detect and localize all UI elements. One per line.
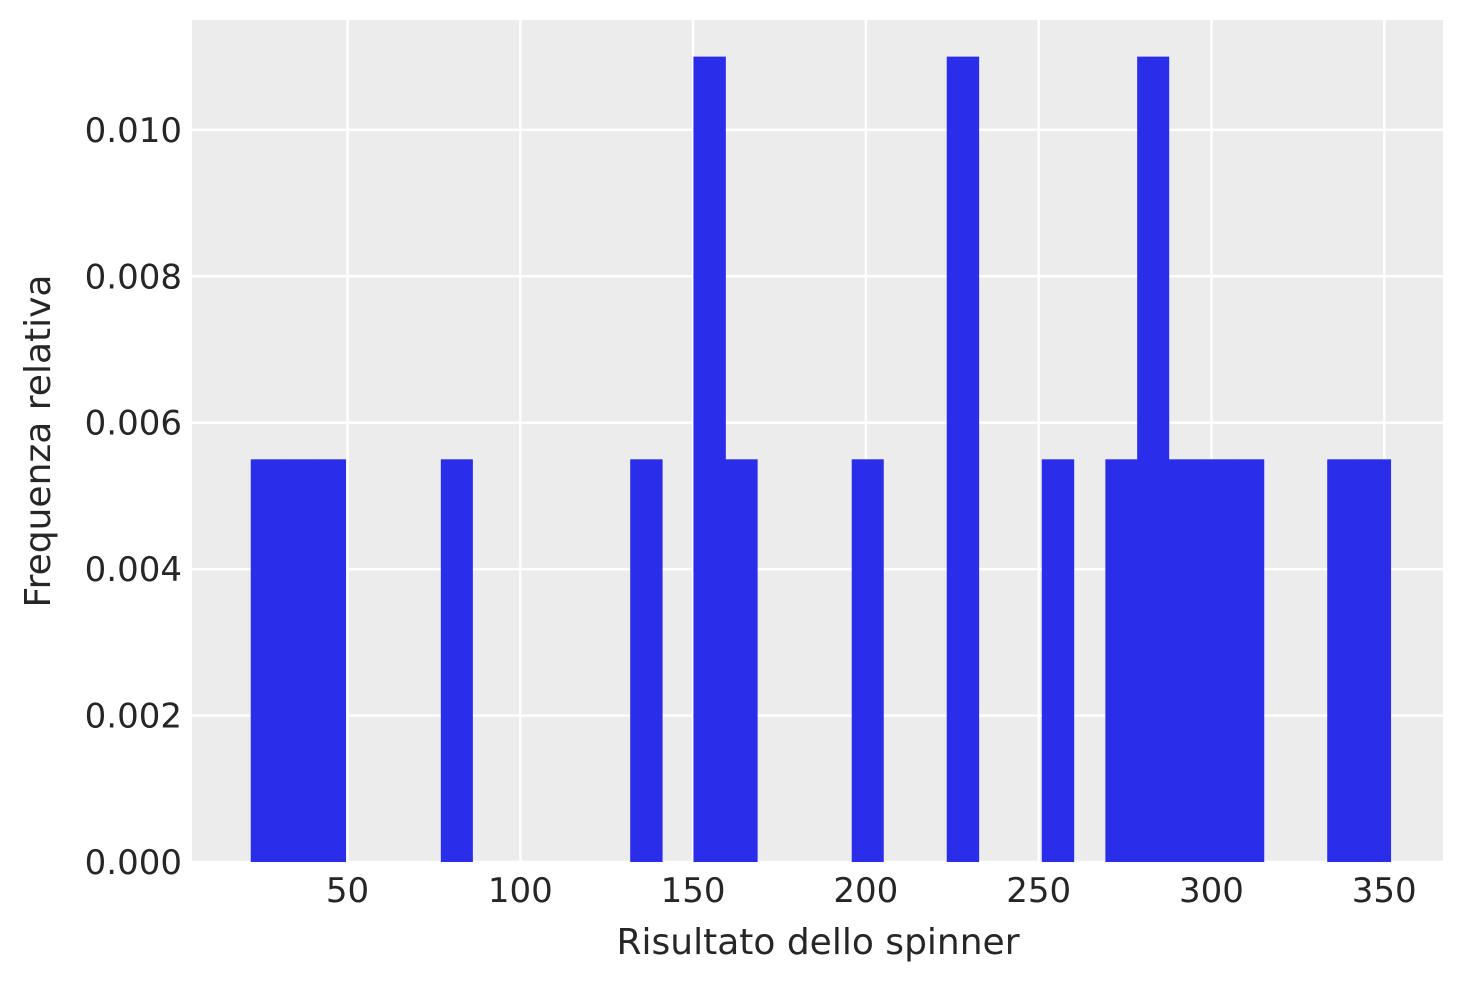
histogram-bar bbox=[693, 56, 726, 862]
y-tick-label: 0.004 bbox=[85, 550, 182, 590]
y-axis-ticks: 0.000 0.002 0.004 0.006 0.008 0.010 bbox=[85, 111, 182, 883]
histogram-bar bbox=[313, 459, 347, 862]
x-tick-label: 200 bbox=[833, 871, 898, 911]
histogram-bar bbox=[1168, 459, 1202, 862]
histogram-bar bbox=[1232, 459, 1265, 862]
histogram-bar bbox=[250, 459, 283, 862]
y-tick-label: 0.010 bbox=[85, 111, 182, 151]
histogram-bar bbox=[630, 459, 663, 862]
x-tick-label: 100 bbox=[488, 871, 553, 911]
y-tick-label: 0.006 bbox=[85, 404, 182, 444]
histogram-bar bbox=[1359, 459, 1392, 862]
y-tick-label: 0.002 bbox=[85, 697, 182, 737]
histogram-bar bbox=[851, 459, 884, 862]
y-tick-label: 0.008 bbox=[85, 257, 182, 297]
histogram-bar bbox=[1041, 459, 1075, 862]
histogram-bar bbox=[1327, 459, 1360, 862]
x-axis-label: Risultato dello spinner bbox=[616, 922, 1019, 963]
histogram-bar bbox=[440, 459, 473, 862]
histogram-bar bbox=[725, 459, 758, 862]
histogram-bar bbox=[946, 56, 980, 862]
x-tick-label: 150 bbox=[661, 871, 726, 911]
y-tick-label: 0.000 bbox=[85, 843, 182, 883]
x-tick-label: 250 bbox=[1006, 871, 1071, 911]
x-tick-label: 50 bbox=[326, 871, 369, 911]
histogram-bar bbox=[1200, 459, 1233, 862]
histogram-bars bbox=[250, 56, 1392, 862]
histogram-bar bbox=[282, 459, 315, 862]
x-tick-label: 300 bbox=[1179, 871, 1244, 911]
x-tick-label: 350 bbox=[1352, 871, 1417, 911]
x-axis-ticks: 50 100 150 200 250 300 350 bbox=[326, 871, 1417, 911]
y-axis-label: Frequenza relativa bbox=[18, 275, 59, 608]
histogram-bar bbox=[1137, 56, 1170, 862]
histogram-bar bbox=[1105, 459, 1138, 862]
